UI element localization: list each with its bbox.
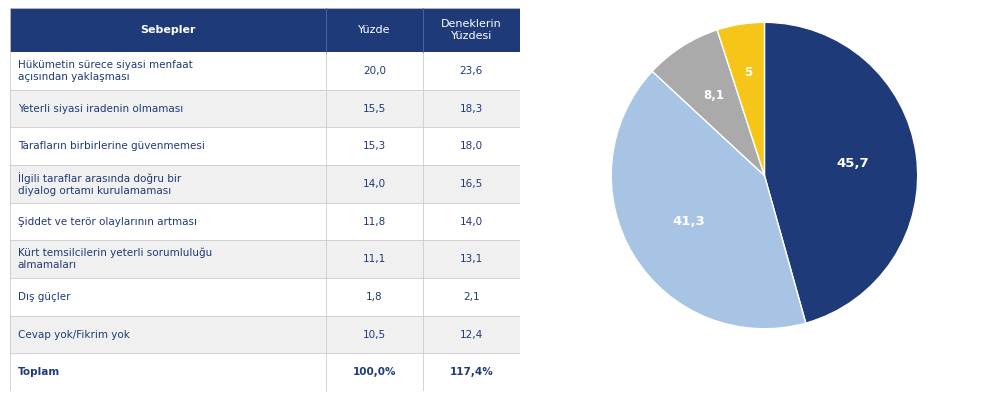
FancyBboxPatch shape	[10, 278, 520, 316]
Text: Dış güçler: Dış güçler	[18, 292, 70, 302]
Text: Cevap yok/Fikrim yok: Cevap yok/Fikrim yok	[18, 330, 130, 340]
Wedge shape	[611, 71, 806, 329]
FancyBboxPatch shape	[10, 8, 520, 52]
Text: 117,4%: 117,4%	[449, 367, 493, 377]
FancyBboxPatch shape	[10, 203, 520, 240]
Text: 8,1: 8,1	[703, 89, 724, 102]
Text: 41,3: 41,3	[672, 215, 705, 228]
Wedge shape	[652, 30, 764, 176]
Text: Tarafların birbirlerine güvenmemesi: Tarafların birbirlerine güvenmemesi	[18, 141, 205, 151]
Wedge shape	[717, 22, 764, 176]
Text: 15,3: 15,3	[363, 141, 386, 151]
Text: 14,0: 14,0	[363, 179, 386, 189]
Text: 11,1: 11,1	[363, 254, 386, 264]
Text: Hükümetin sürece siyasi menfaat
açısından yaklaşması: Hükümetin sürece siyasi menfaat açısında…	[18, 60, 192, 82]
Text: Şiddet ve terör olaylarının artması: Şiddet ve terör olaylarının artması	[18, 217, 197, 227]
FancyBboxPatch shape	[10, 354, 520, 391]
Text: 14,0: 14,0	[460, 217, 483, 227]
FancyBboxPatch shape	[10, 90, 520, 127]
Text: Yeterli siyasi iradenin olmaması: Yeterli siyasi iradenin olmaması	[18, 103, 183, 114]
Text: İlgili taraflar arasında doğru bir
diyalog ortamı kurulamaması: İlgili taraflar arasında doğru bir diyal…	[18, 172, 181, 196]
Text: Deneklerin
Yüzdesi: Deneklerin Yüzdesi	[441, 19, 502, 41]
Wedge shape	[764, 22, 918, 323]
Text: 16,5: 16,5	[460, 179, 483, 189]
FancyBboxPatch shape	[10, 52, 520, 90]
FancyBboxPatch shape	[10, 127, 520, 165]
Text: Kürt temsilcilerin yeterli sorumluluğu
almamaları: Kürt temsilcilerin yeterli sorumluluğu a…	[18, 248, 212, 271]
Text: Sebepler: Sebepler	[140, 25, 196, 35]
Text: 20,0: 20,0	[363, 66, 386, 76]
Text: 11,8: 11,8	[363, 217, 386, 227]
Text: Toplam: Toplam	[18, 367, 60, 377]
Text: Yüzde: Yüzde	[358, 25, 391, 35]
Text: 10,5: 10,5	[363, 330, 386, 340]
FancyBboxPatch shape	[10, 240, 520, 278]
Text: 12,4: 12,4	[460, 330, 483, 340]
Text: 13,1: 13,1	[460, 254, 483, 264]
Text: 2,1: 2,1	[463, 292, 480, 302]
Text: 18,3: 18,3	[460, 103, 483, 114]
Text: 100,0%: 100,0%	[353, 367, 396, 377]
Text: 1,8: 1,8	[366, 292, 383, 302]
Text: 15,5: 15,5	[363, 103, 386, 114]
FancyBboxPatch shape	[10, 165, 520, 203]
Text: 23,6: 23,6	[460, 66, 483, 76]
Text: 5: 5	[744, 66, 752, 79]
Text: 45,7: 45,7	[836, 157, 869, 170]
FancyBboxPatch shape	[10, 316, 520, 354]
Text: 18,0: 18,0	[460, 141, 483, 151]
